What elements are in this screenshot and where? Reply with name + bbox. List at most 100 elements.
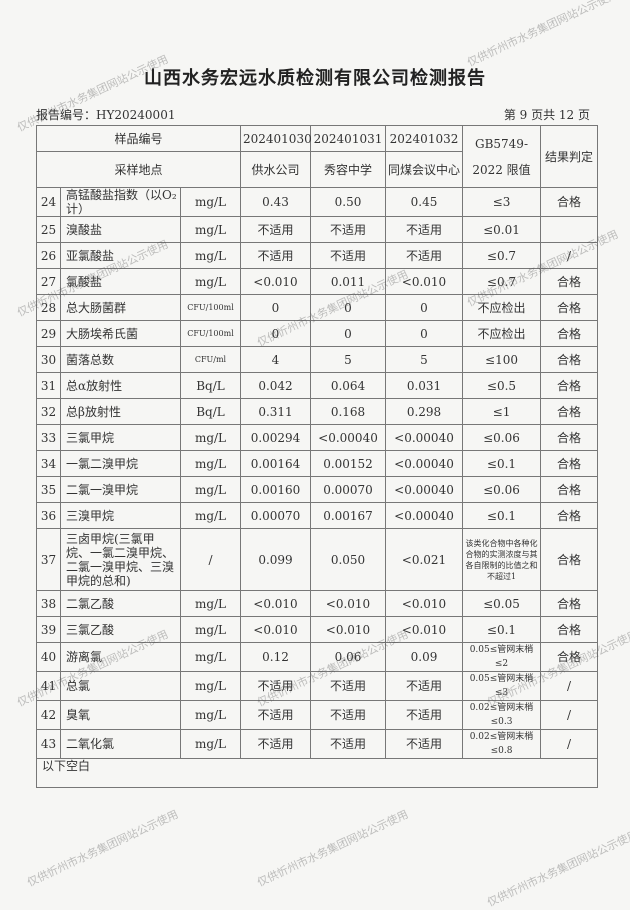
sample-no-label: 样品编号 [36, 125, 241, 152]
site: 秀容中学 [310, 151, 386, 188]
table-row: 31 总α放射性 Bq/L 0.042 0.064 0.031 ≤0.5 合格 [36, 372, 598, 399]
item-name: 总氯 [60, 671, 181, 701]
result: 合格 [540, 320, 598, 347]
item-name: 亚氯酸盐 [60, 242, 181, 269]
limit: 不应检出 [462, 294, 541, 321]
header-row-sample: 样品编号 202401030 202401031 202401032 GB574… [36, 125, 598, 188]
item-no: 30 [36, 346, 61, 373]
value: 不适用 [310, 216, 386, 243]
value: 0.00160 [240, 476, 311, 503]
value: 不适用 [310, 729, 386, 759]
value: 不适用 [240, 700, 311, 730]
value: 0.042 [240, 372, 311, 399]
value: 0.00070 [240, 502, 311, 529]
unit: mg/L [180, 476, 241, 503]
table-row: 33 三氯甲烷 mg/L 0.00294 <0.00040 <0.00040 ≤0.06 合格 [36, 424, 598, 451]
table-row: 42 臭氧 mg/L 不适用 不适用 不适用 0.02≤管网末梢≤0.3/ [36, 700, 598, 730]
table-row: 28 总大肠菌群 CFU/100ml 0 0 0 不应检出 合格 [36, 294, 598, 321]
unit: mg/L [180, 242, 241, 269]
result: 合格 [540, 616, 598, 643]
value: 不适用 [310, 700, 386, 730]
item-no: 37 [36, 528, 61, 591]
item-name: 臭氧 [60, 700, 181, 730]
limit: ≤1 [462, 398, 541, 425]
footer-row: 以下空白 [36, 758, 598, 788]
item-no: 27 [36, 268, 61, 295]
value: <0.021 [385, 528, 463, 591]
site: 供水公司 [240, 151, 311, 188]
result: / [540, 242, 598, 269]
blank-note: 以下空白 [36, 758, 598, 788]
result: 合格 [540, 424, 598, 451]
value: 0 [385, 320, 463, 347]
unit: Bq/L [180, 398, 241, 425]
sample-id: 202401031 [310, 125, 386, 152]
unit: Bq/L [180, 372, 241, 399]
unit: mg/L [180, 502, 241, 529]
unit: CFU/ml [180, 346, 241, 373]
unit: mg/L [180, 616, 241, 643]
item-name: 二氯一溴甲烷 [60, 476, 181, 503]
item-name: 三氯乙酸 [60, 616, 181, 643]
item-no: 31 [36, 372, 61, 399]
unit: mg/L [180, 424, 241, 451]
table-row: 38 二氯乙酸 mg/L <0.010 <0.010 <0.010 ≤0.05 合格 [36, 590, 598, 617]
table-row: 35 二氯一溴甲烷 mg/L 0.00160 0.00070 <0.00040 ≤0.06 合… [36, 476, 598, 503]
item-name: 总β放射性 [60, 398, 181, 425]
item-no: 25 [36, 216, 61, 243]
result: 合格 [540, 450, 598, 477]
report-number: 报告编号：HY20240001 [36, 108, 176, 122]
result: 合格 [540, 372, 598, 399]
value: 不适用 [240, 216, 311, 243]
value: 0.298 [385, 398, 463, 425]
value: <0.00040 [385, 476, 463, 503]
value: 不适用 [385, 700, 463, 730]
value: 5 [310, 346, 386, 373]
value: 0.12 [240, 642, 311, 672]
unit: mg/L [180, 187, 241, 217]
value: 0.00152 [310, 450, 386, 477]
page-indicator: 第 9 页共 12 页 [503, 108, 590, 122]
item-name: 二氯乙酸 [60, 590, 181, 617]
report-title: 山西水务宏远水质检测有限公司检测报告 [144, 68, 486, 89]
value: <0.010 [385, 268, 463, 295]
limit: 0.05≤管网末梢≤2 [462, 642, 541, 672]
value: <0.010 [240, 268, 311, 295]
value: 0 [310, 320, 386, 347]
item-no: 39 [36, 616, 61, 643]
limit: ≤0.06 [462, 476, 541, 503]
table-row: 40 游离氯 mg/L 0.12 0.06 0.09 0.05≤管网末梢≤2 合格 [36, 642, 598, 672]
unit: mg/L [180, 700, 241, 730]
table-row: 39 三氯乙酸 mg/L <0.010 <0.010 <0.010 ≤0.1 合格 [36, 616, 598, 643]
result: / [540, 671, 598, 701]
result: 合格 [540, 187, 598, 217]
table-row: 30 菌落总数 CFU/ml 4 5 5 ≤100 合格 [36, 346, 598, 373]
value: 不适用 [240, 729, 311, 759]
item-name: 菌落总数 [60, 346, 181, 373]
item-no: 32 [36, 398, 61, 425]
value: <0.010 [240, 616, 311, 643]
item-name: 一氯二溴甲烷 [60, 450, 181, 477]
limit: ≤3 [462, 187, 541, 217]
value: 0.031 [385, 372, 463, 399]
table-row: 36 三溴甲烷 mg/L 0.00070 0.00167 <0.00040 ≤0.1 合格 [36, 502, 598, 529]
limit: ≤0.1 [462, 450, 541, 477]
value: <0.010 [385, 616, 463, 643]
result: 合格 [540, 476, 598, 503]
item-no: 26 [36, 242, 61, 269]
item-no: 43 [36, 729, 61, 759]
unit: CFU/100ml [180, 320, 241, 347]
item-name: 二氧化氯 [60, 729, 181, 759]
item-no: 24 [36, 187, 61, 217]
unit: mg/L [180, 450, 241, 477]
value: <0.00040 [310, 424, 386, 451]
item-name: 溴酸盐 [60, 216, 181, 243]
value: 0.050 [310, 528, 386, 591]
results-table: 样品编号 202401030 202401031 202401032 GB574… [36, 125, 598, 788]
value: 0.064 [310, 372, 386, 399]
value: 不适用 [310, 242, 386, 269]
value: 0.43 [240, 187, 311, 217]
item-no: 35 [36, 476, 61, 503]
table-row: 24 高锰酸盐指数（以O₂计） mg/L 0.43 0.50 0.45 ≤3 合格 [36, 187, 598, 217]
item-name: 总α放射性 [60, 372, 181, 399]
